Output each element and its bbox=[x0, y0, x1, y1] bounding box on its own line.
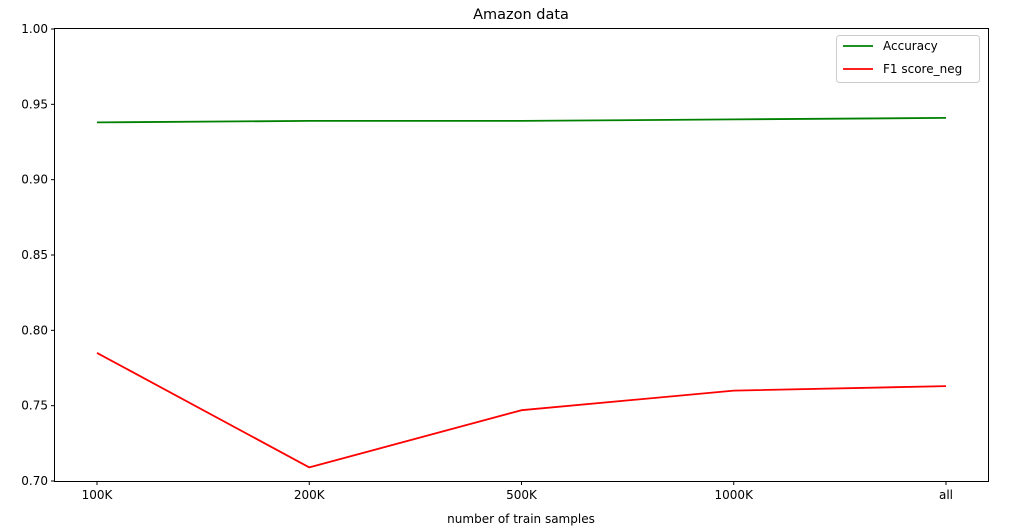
y-tick-label: 0.90 bbox=[21, 173, 48, 187]
x-tick-label: all bbox=[939, 488, 953, 502]
x-tick-label: 200K bbox=[294, 488, 326, 502]
y-tick-label: 1.00 bbox=[21, 22, 48, 36]
x-tick-label: 1000K bbox=[715, 488, 755, 502]
x-axis: 100K 200K 500K 1000K all bbox=[82, 481, 953, 502]
legend-label: Accuracy bbox=[883, 39, 938, 53]
x-axis-label: number of train samples bbox=[447, 512, 595, 526]
y-tick-label: 0.70 bbox=[21, 474, 48, 488]
plot-frame bbox=[54, 28, 989, 482]
y-tick-label: 0.75 bbox=[21, 399, 48, 413]
x-tick-label: 500K bbox=[506, 488, 538, 502]
chart-title: Amazon data bbox=[473, 7, 569, 23]
legend-label: F1 score_neg bbox=[883, 62, 962, 76]
y-tick-label: 0.85 bbox=[21, 248, 48, 262]
plot-lines bbox=[96, 117, 947, 469]
x-tick-label: 100K bbox=[82, 488, 114, 502]
series-line-accuracy bbox=[96, 117, 947, 124]
legend: Accuracy F1 score_neg bbox=[836, 35, 980, 83]
y-tick-label: 0.95 bbox=[21, 97, 48, 111]
legend-box bbox=[836, 35, 980, 83]
y-axis: 0.70 0.75 0.80 0.85 0.90 0.95 1.00 bbox=[21, 22, 55, 488]
y-tick-label: 0.80 bbox=[21, 323, 48, 337]
series-line-f1-score-neg bbox=[96, 352, 947, 469]
